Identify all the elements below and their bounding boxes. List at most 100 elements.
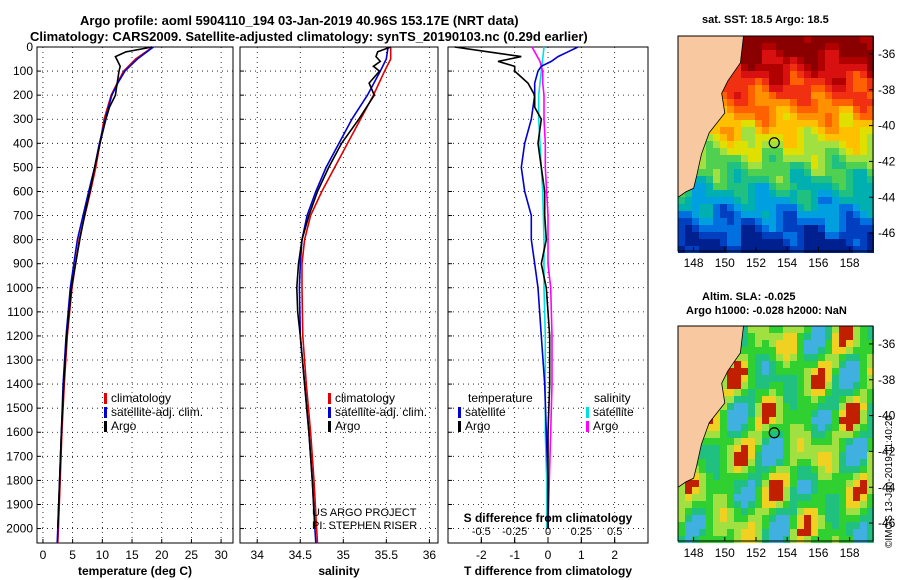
map-cell [678, 501, 685, 508]
map-cell [678, 246, 685, 253]
map-cell [748, 396, 755, 403]
map-cell [706, 494, 713, 501]
depth-tick-label: 500 [13, 160, 33, 174]
map-cell [692, 473, 699, 480]
map-cell [769, 36, 776, 43]
map-cell [783, 473, 790, 480]
map-cell [839, 452, 846, 459]
map-cell [755, 494, 762, 501]
map-cell [727, 431, 734, 438]
map-cell [713, 211, 720, 218]
map-cell [839, 340, 846, 347]
map-cell [867, 218, 874, 225]
map-cell [825, 155, 832, 162]
map-cell [867, 529, 874, 536]
map-cell [811, 197, 818, 204]
map-cell [755, 452, 762, 459]
map-cell [839, 501, 846, 508]
map-cell [790, 141, 797, 148]
map-cell [832, 92, 839, 99]
depth-tick-label: 1800 [6, 473, 33, 487]
map-cell [741, 134, 748, 141]
map-cell [846, 169, 853, 176]
map-cell [846, 480, 853, 487]
map-cell [734, 211, 741, 218]
map-cell [776, 417, 783, 424]
map-cell [811, 99, 818, 106]
map-cell [727, 169, 734, 176]
map-cell [825, 459, 832, 466]
map-cell [762, 239, 769, 246]
map-cell [804, 78, 811, 85]
map-cell [790, 162, 797, 169]
title-line-2: Climatology: CARS2009. Satellite-adjuste… [30, 29, 588, 44]
map-cell [853, 64, 860, 71]
map-cell [832, 225, 839, 232]
map-cell [811, 127, 818, 134]
map-cell [825, 424, 832, 431]
map-cell [846, 452, 853, 459]
map-cell [839, 218, 846, 225]
map-cell [783, 403, 790, 410]
map-cell [741, 190, 748, 197]
map-cell [734, 127, 741, 134]
map-cell [727, 225, 734, 232]
map-cell [832, 197, 839, 204]
map-cell [783, 50, 790, 57]
map-cell [776, 85, 783, 92]
map-cell [790, 347, 797, 354]
map-cell [832, 50, 839, 57]
map-cell [797, 225, 804, 232]
map-cell [797, 50, 804, 57]
map-cell [762, 183, 769, 190]
map-cell [685, 204, 692, 211]
map-cell [755, 43, 762, 50]
map-cell [825, 57, 832, 64]
map-cell [699, 218, 706, 225]
map-cell [783, 382, 790, 389]
map-cell [776, 64, 783, 71]
map-cell [797, 375, 804, 382]
map-cell [839, 239, 846, 246]
map-cell [818, 410, 825, 417]
map-cell [741, 204, 748, 211]
map-cell [860, 438, 867, 445]
map-cell [818, 368, 825, 375]
map-cell [797, 169, 804, 176]
map-cell [867, 368, 874, 375]
map-cell [811, 347, 818, 354]
map-cell [741, 120, 748, 127]
map-cell [818, 85, 825, 92]
map-cell [727, 466, 734, 473]
map-cell [853, 501, 860, 508]
map-cell [748, 445, 755, 452]
map-cell [755, 424, 762, 431]
map-cell [762, 389, 769, 396]
map-cell [797, 354, 804, 361]
map-cell [769, 417, 776, 424]
map-cell [825, 218, 832, 225]
map-cell [755, 113, 762, 120]
map-cell [832, 382, 839, 389]
map-cell [867, 78, 874, 85]
map-cell [776, 113, 783, 120]
map-cell [783, 347, 790, 354]
map-cell [860, 410, 867, 417]
map-cell [818, 246, 825, 253]
map-cell [748, 403, 755, 410]
map-cell [790, 445, 797, 452]
map-cell [727, 176, 734, 183]
map-cell [692, 515, 699, 522]
map-cell [825, 50, 832, 57]
map-cell [706, 155, 713, 162]
map-cell [818, 347, 825, 354]
map-cell [741, 71, 748, 78]
map-cell [804, 71, 811, 78]
map-cell [755, 148, 762, 155]
map-cell [811, 396, 818, 403]
map-cell [797, 43, 804, 50]
map-cell [839, 106, 846, 113]
x-tick-label: 34 [251, 548, 265, 562]
map-cell [839, 246, 846, 253]
map-cell [713, 445, 720, 452]
